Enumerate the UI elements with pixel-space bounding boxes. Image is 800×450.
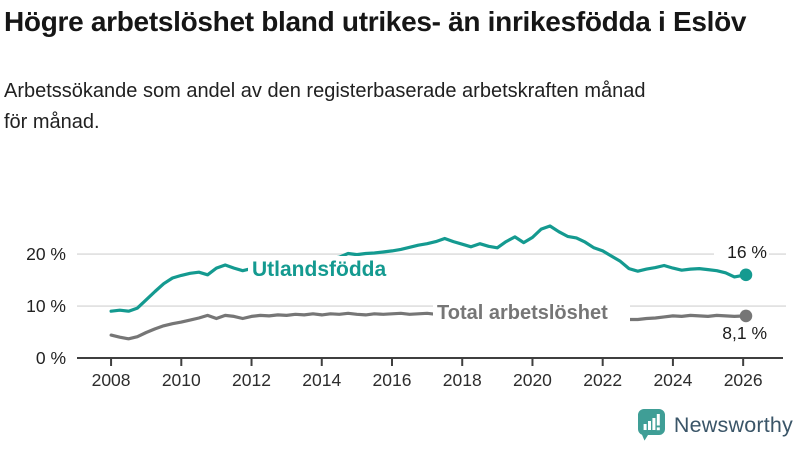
series-line-utlandsf-dda [109, 224, 748, 313]
x-tick-label-2018: 2018 [443, 370, 482, 390]
page-subtitle: Arbetssökande som andel av den registerb… [4, 79, 646, 134]
series-label-bg-total-arbetsl-shet [433, 301, 630, 322]
x-tick-label-2024: 2024 [653, 370, 692, 390]
end-label-bg-utlandsf-dda [714, 243, 769, 260]
x-tick-label-2026: 2026 [724, 370, 763, 390]
x-tick-label-2020: 2020 [513, 370, 552, 390]
y-tick-label-20-: 20 % [26, 244, 66, 264]
series-label-bg-utlandsf-dda [248, 256, 400, 279]
newsworthy-chart-bubble-icon [637, 409, 665, 441]
series-label-utlandsf-dda: Utlandsfödda [252, 258, 386, 281]
x-tick-label-2012: 2012 [232, 370, 271, 390]
x-tick-label-2022: 2022 [583, 370, 622, 390]
x-tick-label-2008: 2008 [92, 370, 131, 390]
series-label-total-arbetsl-shet: Total arbetslöshet [437, 302, 608, 324]
series-end-dot-utlandsf-dda [739, 268, 753, 282]
x-tick-label-2014: 2014 [302, 370, 341, 390]
y-tick-label-10-: 10 % [26, 296, 66, 316]
series-end-dot-total-arbetsl-shet [739, 309, 753, 323]
end-label-utlandsf-dda: 16 % [727, 242, 767, 262]
x-tick-label-2010: 2010 [162, 370, 201, 390]
newsworthy-wordmark: Newsworthy [673, 412, 793, 437]
end-label-total-arbetsl-shet: 8,1 % [722, 323, 767, 343]
y-tick-label-0-: 0 % [36, 348, 66, 368]
x-tick-label-2016: 2016 [373, 370, 412, 390]
newsworthy-logo: Newsworthy [637, 409, 793, 441]
page-title: Högre arbetslöshet bland utrikes- än inr… [4, 6, 747, 37]
series-line-total-arbetsl-shet [109, 307, 748, 341]
